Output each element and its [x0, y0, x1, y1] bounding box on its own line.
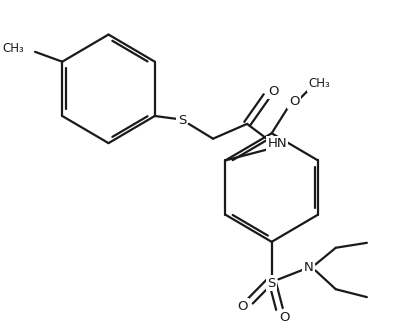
Text: CH₃: CH₃ — [308, 77, 330, 90]
Text: S: S — [267, 277, 276, 290]
Text: O: O — [268, 85, 278, 98]
Text: O: O — [289, 95, 299, 108]
Text: S: S — [178, 114, 186, 127]
Text: CH₃: CH₃ — [3, 42, 25, 55]
Text: O: O — [279, 311, 289, 324]
Text: N: N — [304, 261, 314, 274]
Text: HN: HN — [267, 137, 287, 150]
Text: O: O — [237, 300, 248, 313]
